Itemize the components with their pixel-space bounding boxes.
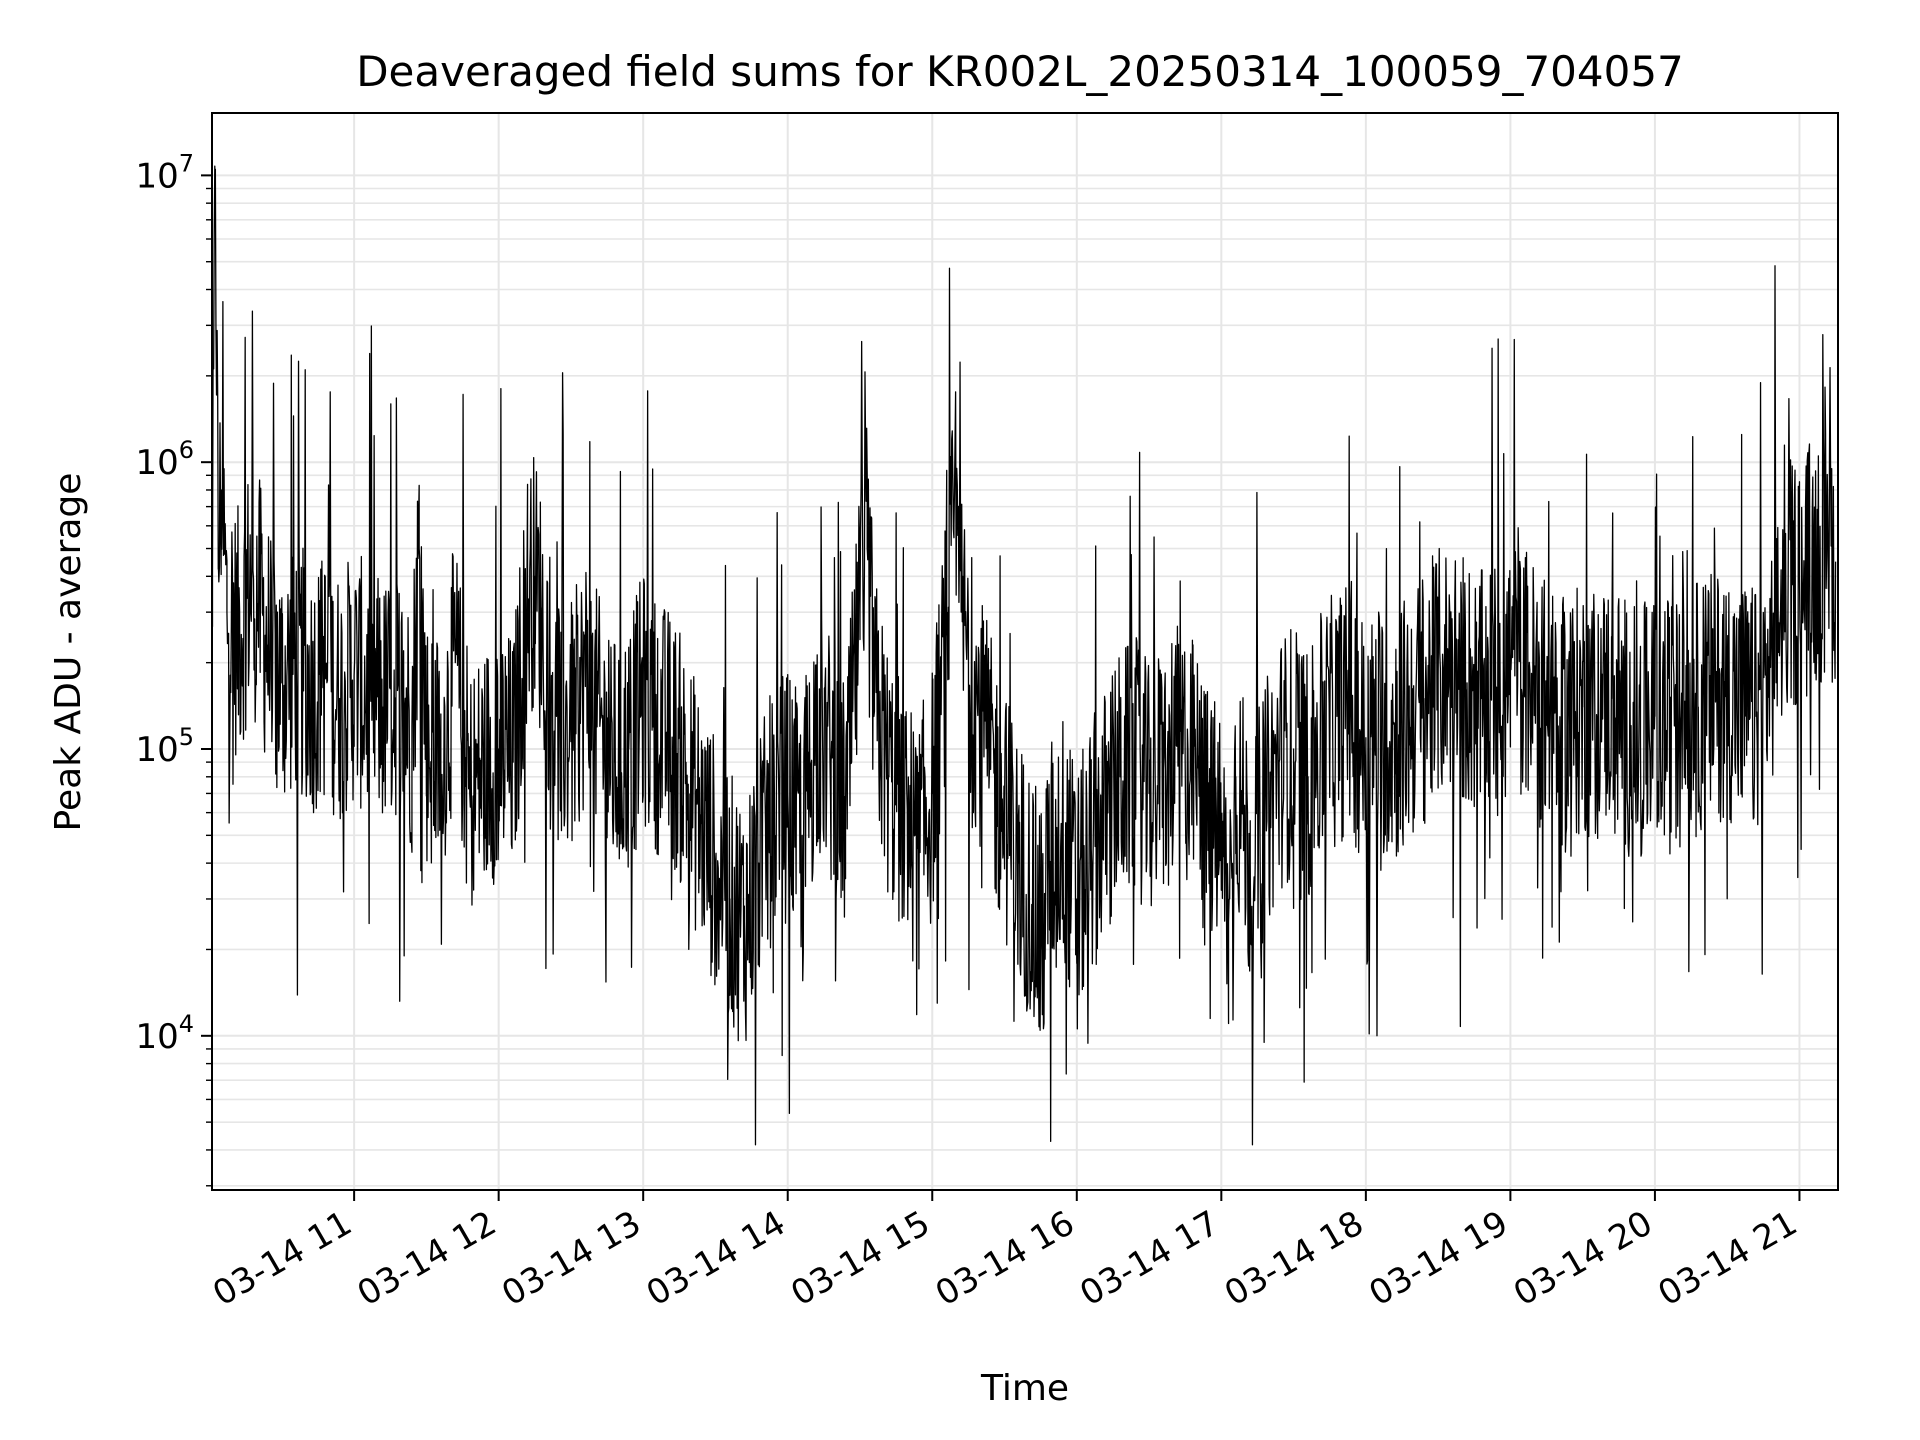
grid bbox=[212, 113, 1838, 1190]
y-axis: 104 105 106 107 bbox=[135, 149, 212, 1187]
y-axis-label: Peak ADU - average bbox=[48, 473, 89, 832]
x-tick-label: 03-14 12 bbox=[351, 1203, 503, 1314]
x-tick-label: 03-14 19 bbox=[1362, 1203, 1514, 1314]
y-tick-label: 107 bbox=[135, 149, 194, 196]
y-tick-label: 106 bbox=[135, 436, 194, 483]
y-tick-label: 104 bbox=[135, 1010, 194, 1057]
x-tick-label: 03-14 15 bbox=[784, 1203, 936, 1314]
x-tick-label: 03-14 20 bbox=[1507, 1203, 1659, 1314]
y-tick-label: 105 bbox=[135, 723, 194, 770]
x-tick-label: 03-14 18 bbox=[1218, 1203, 1370, 1314]
x-tick-label: 03-14 17 bbox=[1073, 1203, 1225, 1314]
x-tick-label: 03-14 16 bbox=[929, 1203, 1081, 1314]
x-tick-label: 03-14 11 bbox=[206, 1203, 358, 1314]
series-layer bbox=[211, 165, 1837, 1146]
series-line bbox=[211, 165, 1837, 1146]
x-axis-label: Time bbox=[980, 1368, 1069, 1409]
x-tick-label: 03-14 14 bbox=[640, 1203, 792, 1314]
chart-title: Deaveraged field sums for KR002L_2025031… bbox=[356, 47, 1684, 96]
x-tick-label: 03-14 13 bbox=[495, 1203, 647, 1314]
x-tick-label: 03-14 21 bbox=[1652, 1203, 1804, 1314]
plot-frame bbox=[211, 112, 1839, 1191]
